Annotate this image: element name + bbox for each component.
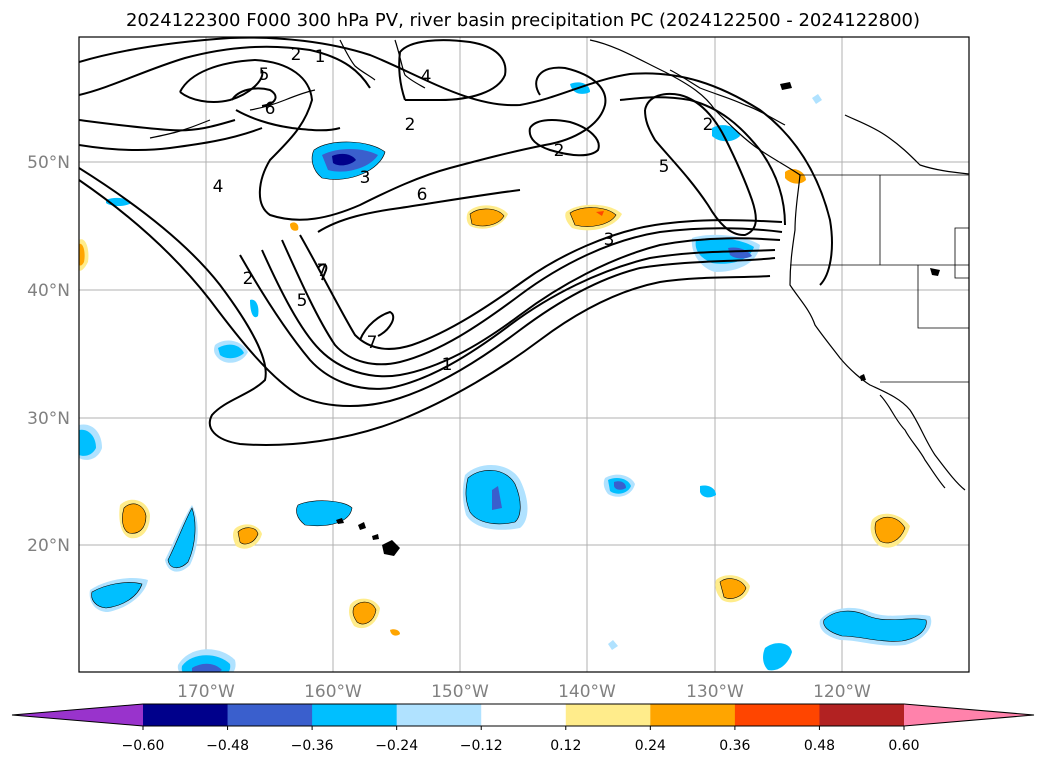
contour-label: 5 [259, 65, 270, 85]
colorbar-tick-label: −0.36 [291, 738, 334, 754]
colorbar-tick-label: −0.24 [375, 738, 418, 754]
contour-label: 5 [659, 157, 670, 177]
map-panel: 2 5 6 2 2 4 2 5 4 3 6 5 3 2 7 7 1 1 [27, 36, 970, 702]
islands [336, 82, 940, 556]
colorbar-bin [650, 704, 736, 726]
contour-label: 6 [417, 185, 428, 205]
colorbar-bin [227, 704, 313, 726]
lon-tick-label: 170°W [177, 682, 235, 702]
contour-labels: 2 5 6 2 2 4 2 5 4 3 6 5 3 2 7 7 1 1 [213, 45, 714, 375]
figure-title: 2024122300 F000 300 hPa PV, river basin … [126, 10, 920, 31]
colorbar-bin [734, 704, 820, 726]
colorbar-bin [396, 704, 482, 726]
contour-label: 3 [360, 168, 371, 188]
precip-shading [79, 82, 932, 672]
colorbar: −0.60 −0.48 −0.36 −0.24 −0.12 0.12 0.24 0.36 0.4… [11, 703, 1035, 754]
lon-tick-label: 140°W [558, 682, 616, 702]
colorbar-tick-label: −0.12 [460, 738, 503, 754]
lon-tick-label: 160°W [304, 682, 362, 702]
lat-tick-label: 40°N [27, 281, 70, 301]
contour-label: 4 [213, 177, 224, 197]
map-frame [78, 36, 970, 673]
contour-label: 7 [367, 333, 378, 353]
contour-label: 4 [421, 67, 432, 87]
coastlines [149, 39, 969, 491]
colorbar-tick-label: −0.48 [206, 738, 249, 754]
contour-label: 2 [291, 45, 302, 65]
contour-label: 6 [265, 99, 276, 119]
colorbar-tick-label: −0.60 [122, 738, 165, 754]
colorbar-extend-min [12, 704, 143, 726]
lat-tick-labels: 50°N 40°N 30°N 20°N [27, 153, 70, 556]
lon-tick-labels: 170°W 160°W 150°W 140°W 130°W 120°W [177, 682, 871, 702]
contour-label: 2 [243, 269, 254, 289]
contour-label: 7 [317, 261, 328, 281]
contour-label: 2 [405, 115, 416, 135]
colorbar-tick-label: 0.24 [635, 738, 666, 754]
pv-contours [79, 37, 833, 446]
lon-tick-label: 130°W [686, 682, 744, 702]
lat-tick-label: 50°N [27, 153, 70, 173]
contour-label: 1 [315, 47, 326, 67]
lon-tick-label: 150°W [431, 682, 489, 702]
colorbar-bin [481, 704, 567, 726]
colorbar-tick-label: 0.60 [888, 738, 919, 754]
colorbar-tick-label: 0.36 [719, 738, 750, 754]
colorbar-bin [143, 704, 229, 726]
contour-label: 1 [442, 355, 453, 375]
lat-tick-label: 20°N [27, 536, 70, 556]
colorbar-tick-label: 0.12 [550, 738, 581, 754]
contour-label: 3 [604, 230, 615, 250]
colorbar-bin [565, 704, 651, 726]
colorbar-bin [819, 704, 905, 726]
colorbar-bin [312, 704, 398, 726]
map-background [79, 37, 969, 672]
lon-tick-label: 120°W [813, 682, 871, 702]
contour-label: 5 [297, 291, 308, 311]
contour-label: 2 [703, 115, 714, 135]
lat-tick-label: 30°N [27, 409, 70, 429]
contour-label: 2 [554, 141, 565, 161]
colorbar-tick-label: 0.48 [804, 738, 835, 754]
colorbar-extend-max [904, 704, 1034, 726]
borders [790, 174, 969, 383]
